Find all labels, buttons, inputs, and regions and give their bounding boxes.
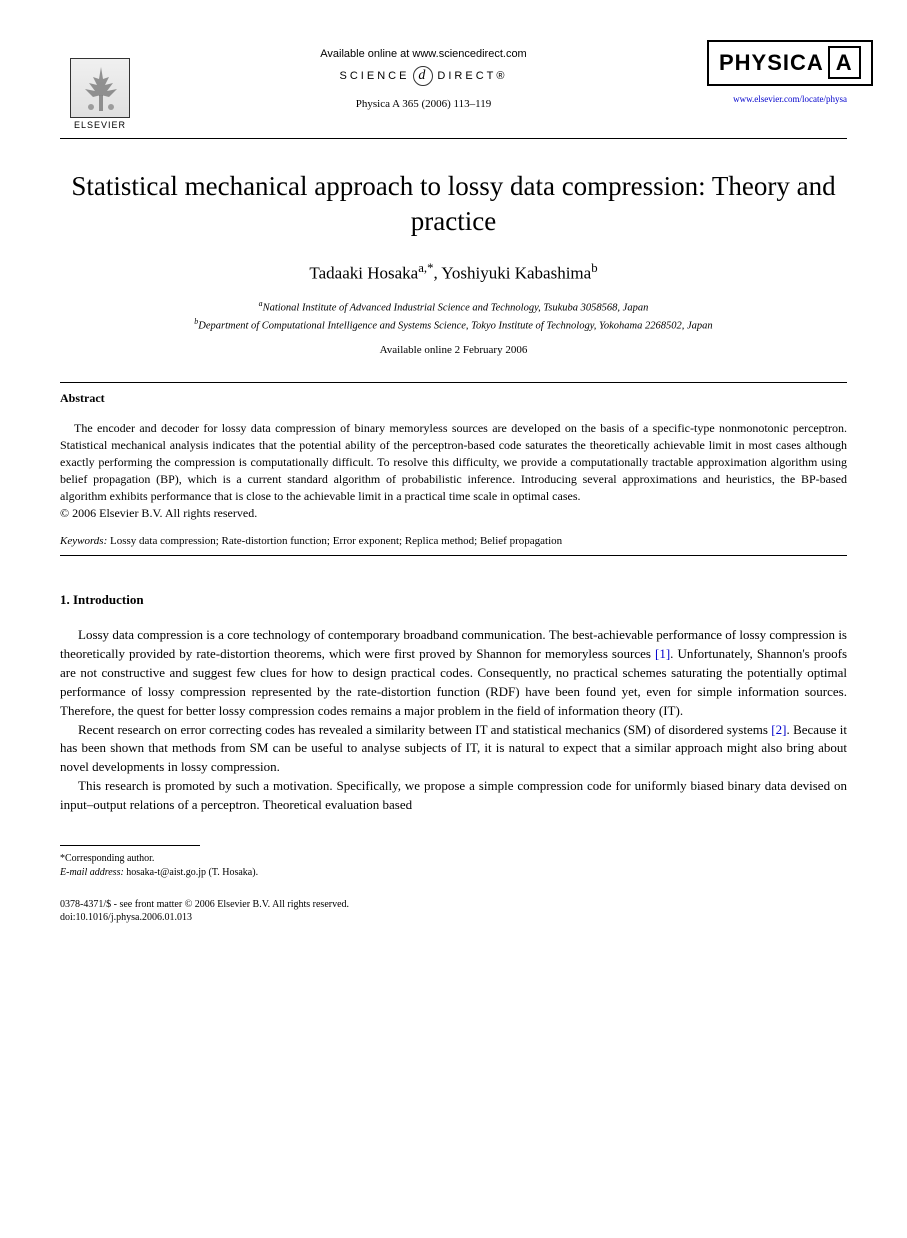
center-header: Available online at www.sciencedirect.co… (140, 40, 707, 110)
physica-url-link[interactable]: www.elsevier.com/locate/physa (707, 94, 847, 104)
email-address: hosaka-t@aist.go.jp (T. Hosaka). (124, 867, 258, 878)
author-1: Tadaaki Hosaka (309, 264, 418, 283)
email-label: E-mail address: (60, 867, 124, 878)
affiliation-b-text: Department of Computational Intelligence… (198, 321, 712, 332)
footer-info: 0378-4371/$ - see front matter © 2006 El… (60, 898, 847, 924)
science-direct-logo: SCIENCE d DIRECT® (140, 66, 707, 86)
intro-para-1: Lossy data compression is a core technol… (60, 626, 847, 720)
physica-logo-block: PHYSICAA www.elsevier.com/locate/physa (707, 40, 847, 104)
header-divider (60, 138, 847, 139)
physica-logo: PHYSICAA (707, 40, 873, 86)
keywords-label: Keywords: (60, 535, 107, 547)
authors-line: Tadaaki Hosakaa,*, Yoshiyuki Kabashimab (60, 261, 847, 284)
author-1-sup: a,* (418, 261, 433, 275)
journal-reference: Physica A 365 (2006) 113–119 (140, 98, 707, 110)
physica-text: PHYSICA (719, 50, 824, 75)
available-online-text: Available online at www.sciencedirect.co… (140, 48, 707, 60)
abstract-top-divider (60, 382, 847, 383)
corresponding-author: *Corresponding author. (60, 852, 847, 866)
science-direct-left: SCIENCE (340, 70, 410, 82)
intro-para-2: Recent research on error correcting code… (60, 721, 847, 778)
elsevier-tree-icon (70, 58, 130, 118)
intro-para-3: This research is promoted by such a moti… (60, 777, 847, 815)
email-line: E-mail address: hosaka-t@aist.go.jp (T. … (60, 866, 847, 880)
author-2: Yoshiyuki Kabashima (441, 264, 591, 283)
elsevier-logo: ELSEVIER (60, 40, 140, 130)
copyright-text: © 2006 Elsevier B.V. All rights reserved… (60, 506, 847, 521)
article-title: Statistical mechanical approach to lossy… (60, 169, 847, 239)
abstract-heading: Abstract (60, 391, 847, 406)
footer-line-2: doi:10.1016/j.physa.2006.01.013 (60, 911, 847, 924)
section-1-heading: 1. Introduction (60, 592, 847, 608)
keywords-text: Lossy data compression; Rate-distortion … (107, 535, 562, 547)
para2-text-a: Recent research on error correcting code… (78, 722, 771, 737)
elsevier-label: ELSEVIER (74, 120, 126, 130)
ref-link-1[interactable]: [1] (655, 646, 670, 661)
science-direct-icon: d (413, 66, 433, 86)
author-2-sup: b (591, 261, 597, 275)
ref-link-2[interactable]: [2] (771, 722, 786, 737)
physica-letter: A (828, 46, 861, 79)
affiliations-block: aNational Institute of Advanced Industri… (60, 298, 847, 335)
footnote-block: *Corresponding author. E-mail address: h… (60, 852, 847, 880)
affiliation-b: bDepartment of Computational Intelligenc… (60, 316, 847, 334)
affiliation-a-text: National Institute of Advanced Industria… (263, 302, 649, 313)
keywords-line: Keywords: Lossy data compression; Rate-d… (60, 535, 847, 547)
abstract-bottom-divider (60, 555, 847, 556)
footnote-divider (60, 845, 200, 846)
affiliation-a: aNational Institute of Advanced Industri… (60, 298, 847, 316)
abstract-text: The encoder and decoder for lossy data c… (60, 420, 847, 504)
footer-line-1: 0378-4371/$ - see front matter © 2006 El… (60, 898, 847, 911)
science-direct-right: DIRECT® (437, 70, 507, 82)
available-date: Available online 2 February 2006 (60, 344, 847, 356)
page-header: ELSEVIER Available online at www.science… (60, 40, 847, 130)
